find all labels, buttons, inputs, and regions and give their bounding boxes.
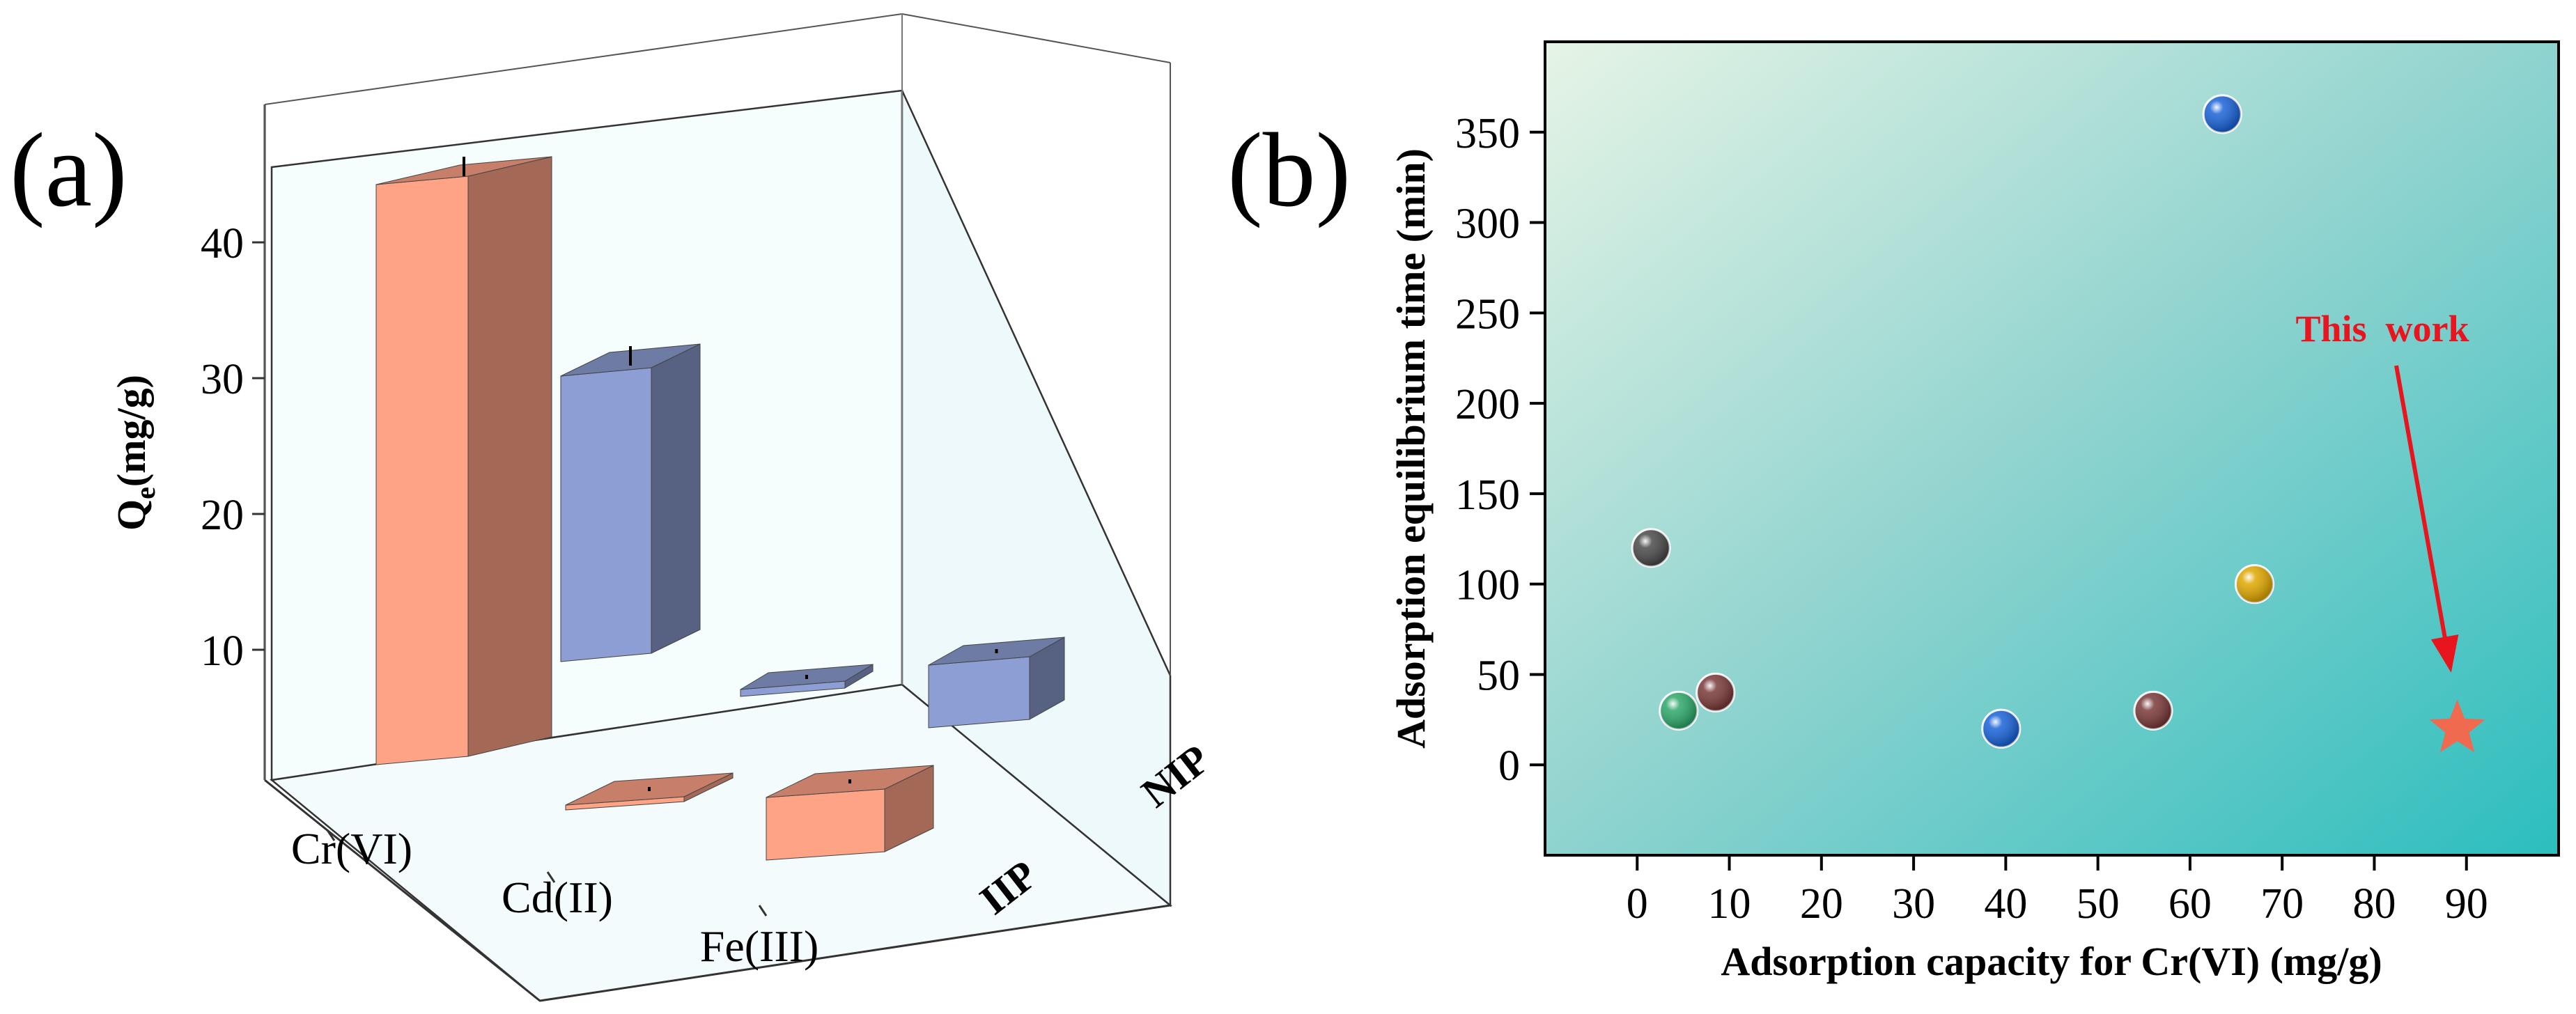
z-tick-label: 30 <box>201 356 244 403</box>
bar-iip-crvi <box>375 156 552 765</box>
top-side-edge <box>901 13 1171 63</box>
y-tick-label: 300 <box>1455 201 1520 248</box>
z-tick-label: 40 <box>201 220 244 267</box>
x-tick-label: 50 <box>2077 880 2120 928</box>
bar-nip-crvi <box>560 343 701 662</box>
panel-b-x-ticks: 0 10 20 30 40 50 60 70 80 90 <box>1627 855 2488 928</box>
y-tick-label: 350 <box>1455 110 1520 157</box>
annotation-arrow-shaft <box>2394 365 2450 653</box>
x-tick-label: 90 <box>2445 880 2488 928</box>
panel-a-z-ticks: 10 20 30 40 <box>201 220 265 675</box>
bar-nip-feiii <box>928 637 1065 728</box>
point-shine <box>1659 692 1698 730</box>
x-tick-label: 20 <box>1800 880 1843 928</box>
panel-b-label: (b) <box>1227 111 1351 228</box>
panel-a-bars <box>375 156 1065 861</box>
bar-front-face <box>560 367 652 662</box>
annotation-arrow-head <box>2430 634 2459 673</box>
panel-a-y-axis-title: Qe(mg/g) <box>109 375 161 531</box>
point-shine <box>2235 565 2274 603</box>
x-tick-label: 10 <box>1708 880 1751 928</box>
z-tick-label: 20 <box>201 492 244 539</box>
panel-b-y-ticks: 0 50 100 150 200 250 300 350 <box>1455 110 1545 790</box>
x-tick-label: 80 <box>2352 880 2396 928</box>
category-tick-mark <box>326 829 336 841</box>
bar-front-face <box>375 176 469 765</box>
bar-nip-cdii <box>740 664 874 697</box>
point-shine <box>2134 692 2172 730</box>
y-tick-label: 100 <box>1455 562 1520 609</box>
scatter-point <box>1696 672 1736 712</box>
y-tick-label: 250 <box>1455 290 1520 338</box>
bar-side-face <box>651 343 701 654</box>
category-tick-mark <box>758 905 768 916</box>
z-tick-label: 10 <box>201 627 244 675</box>
panel-b-points <box>1631 94 2274 749</box>
category-label: Cd(II) <box>502 873 613 922</box>
panel-b-scatter-chart: (b) 0 10 20 30 40 50 60 70 80 90 0 50 100 150 200 250 3… <box>1227 40 2560 984</box>
top-back-edge <box>264 13 903 105</box>
this-work-label: This work <box>2295 308 2469 350</box>
scatter-point <box>1659 690 1699 731</box>
category-label: Cr(VI) <box>291 824 412 873</box>
x-tick-label: 60 <box>2168 880 2212 928</box>
panel-a-category-labels: Cr(VI) Cd(II) Fe(III) <box>291 824 818 971</box>
point-shine <box>1696 673 1735 712</box>
y-tick-label: 0 <box>1498 742 1520 790</box>
panel-b-y-axis-title: Adsorption equilibrium time (min) <box>1388 148 1434 749</box>
x-tick-label: 30 <box>1892 880 1935 928</box>
bar-front-face <box>928 656 1030 728</box>
scatter-point <box>1981 708 2022 749</box>
x-tick-label: 40 <box>1984 880 2027 928</box>
category-tick-mark <box>546 871 556 883</box>
panel-a-label: (a) <box>10 111 127 228</box>
scatter-point <box>1631 528 1671 568</box>
this-work-star-marker <box>2429 699 2485 753</box>
x-tick-label: 70 <box>2260 880 2304 928</box>
scatter-point <box>2235 564 2274 604</box>
panel-b-plot-area <box>1544 40 2560 857</box>
y-tick-label: 150 <box>1455 471 1520 519</box>
panel-b-x-axis-title: Adsorption capacity for Cr(VI) (mg/g) <box>1721 939 2382 984</box>
bar-iip-feiii <box>766 765 934 861</box>
x-tick-label: 0 <box>1627 880 1648 928</box>
category-label: Fe(III) <box>700 921 819 971</box>
point-shine <box>1982 710 2020 748</box>
bar-front-face <box>766 788 885 861</box>
point-shine <box>2203 95 2242 133</box>
category-axis-line <box>264 779 541 1002</box>
panel-b-highlight: This work <box>2295 308 2485 753</box>
point-shine <box>1632 529 1670 567</box>
bar-side-face <box>467 156 552 757</box>
y-tick-label: 200 <box>1455 381 1520 428</box>
depth-axis-line <box>539 904 1171 1002</box>
bar-iip-cdii <box>565 772 734 811</box>
scatter-point <box>2133 690 2173 731</box>
scatter-point <box>2202 94 2242 134</box>
y-tick-label: 50 <box>1477 652 1520 699</box>
